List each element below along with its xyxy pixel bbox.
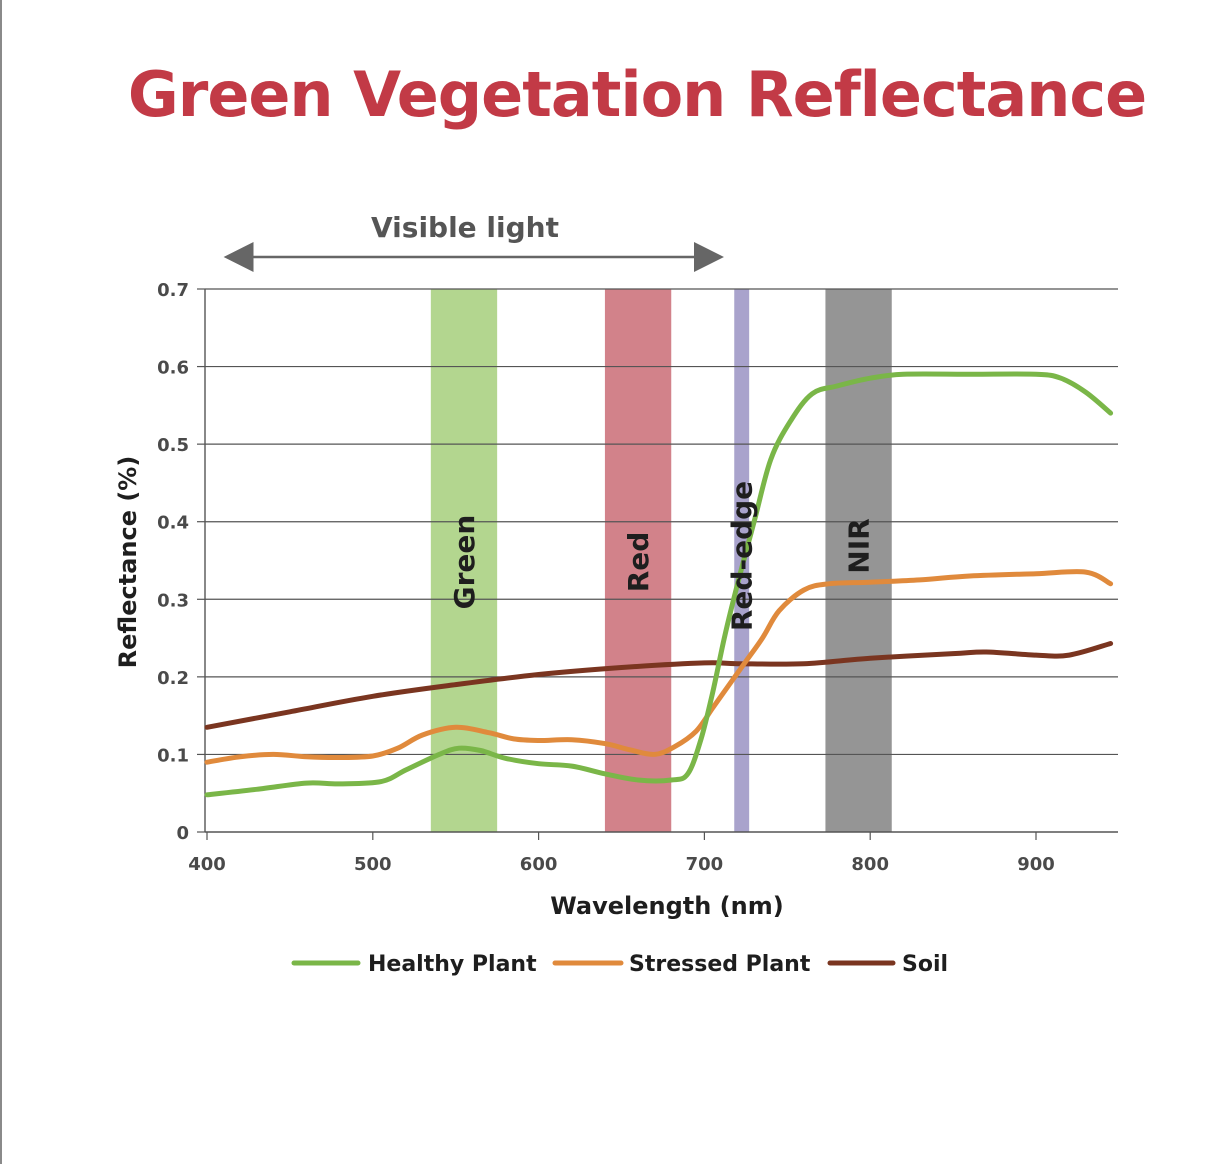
x-axis-title: Wavelength (nm)	[550, 892, 783, 920]
y-tick-label: 0.1	[157, 745, 189, 766]
wavelength-bands	[430, 289, 892, 832]
x-tick-label: 500	[354, 854, 392, 875]
band-label-red: Red	[622, 532, 655, 593]
x-tick-label: 700	[686, 854, 724, 875]
band-label-nir: NIR	[843, 518, 876, 573]
series-lines	[204, 371, 1114, 798]
legend-label-stressed-plant: Stressed Plant	[629, 952, 811, 977]
series-line-stressed-plant	[204, 569, 1114, 765]
band-labels: Green Red Red-edge NIR	[448, 481, 876, 631]
axes: 0 0.1 0.2 0.3 0.4 0.5 0.6 0.7 400 500 600 700 800 900	[157, 280, 1118, 875]
y-tick-label: 0.5	[157, 435, 189, 456]
visible-light-indicator: Visible light	[223, 211, 724, 272]
page-title: Green Vegetation Reflectance	[127, 58, 1147, 131]
y-tick-label: 0	[176, 823, 189, 844]
legend: Healthy Plant Stressed Plant Soil	[291, 952, 948, 977]
band-label-green: Green	[448, 515, 481, 610]
series-line-soil	[204, 641, 1114, 730]
legend-label-healthy-plant: Healthy Plant	[368, 952, 537, 977]
x-tick-label: 900	[1017, 854, 1055, 875]
y-tick-label: 0.3	[157, 590, 189, 611]
series-line-healthy-plant	[204, 371, 1114, 798]
y-tick-label: 0.4	[157, 513, 189, 534]
visible-light-label: Visible light	[371, 211, 559, 244]
axis-titles: Wavelength (nm) Reflectance (%)	[114, 456, 784, 920]
legend-label-soil: Soil	[902, 952, 948, 977]
y-tick-label: 0.6	[157, 358, 189, 379]
y-axis-title: Reflectance (%)	[114, 456, 142, 669]
band-label-red-edge: Red-edge	[726, 481, 759, 631]
x-tick-label: 400	[188, 854, 226, 875]
band-green	[430, 289, 498, 832]
y-tick-label: 0.7	[157, 280, 189, 301]
y-tick-label: 0.2	[157, 668, 189, 689]
x-tick-label: 600	[520, 854, 558, 875]
band-red	[604, 289, 672, 832]
x-tick-label: 800	[851, 854, 889, 875]
gridlines	[205, 288, 1118, 756]
